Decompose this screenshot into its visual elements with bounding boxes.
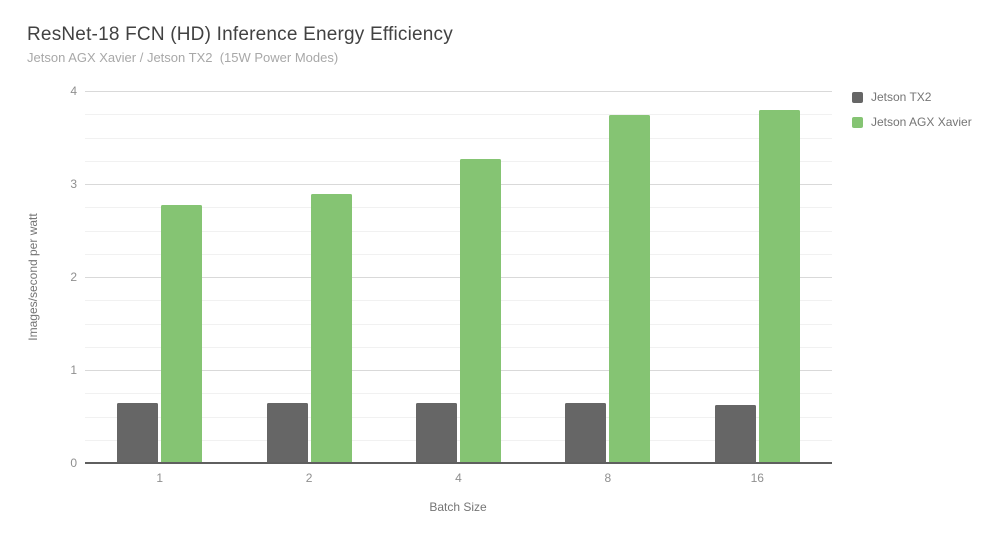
bar-jetson-tx2-batch-16[interactable]: [714, 405, 756, 463]
minor-gridline: [85, 137, 832, 139]
bar-jetson-agx-xavier-batch-2[interactable]: [310, 194, 352, 463]
y-axis-tick-label: 4: [70, 84, 77, 98]
major-gridline: [85, 277, 832, 278]
bar-jetson-agx-xavier-batch-1[interactable]: [161, 205, 203, 463]
y-axis-tick-label: 0: [70, 456, 77, 470]
x-axis-title: Batch Size: [429, 500, 487, 514]
minor-gridline: [85, 439, 832, 441]
bar-jetson-tx2-batch-4[interactable]: [416, 403, 457, 463]
bar-jetson-tx2-batch-2[interactable]: [266, 402, 308, 463]
y-axis-tick-label: 1: [70, 363, 77, 377]
minor-gridline: [85, 230, 832, 232]
bar-jetson-tx2-batch-1[interactable]: [117, 402, 159, 463]
chart-title: ResNet-18 FCN (HD) Inference Energy Effi…: [27, 24, 453, 45]
legend-swatch-icon: [852, 91, 863, 103]
x-axis-tick-label: 16: [750, 471, 764, 485]
x-axis-line: [85, 462, 832, 464]
minor-gridline: [85, 393, 832, 395]
major-gridline: [85, 184, 832, 185]
bar-jetson-tx2-batch-8[interactable]: [565, 403, 607, 463]
bar-jetson-agx-xavier-batch-4[interactable]: [460, 158, 501, 463]
major-gridline: [85, 91, 832, 92]
legend-item-jetson-tx2: Jetson TX2: [852, 90, 972, 104]
legend-swatch-icon: [852, 116, 863, 128]
legend-label: Jetson TX2: [871, 90, 932, 104]
y-axis-tick-label: 2: [70, 270, 77, 284]
legend-item-jetson-agx-xavier: Jetson AGX Xavier: [852, 115, 972, 129]
x-axis-tick-label: 4: [455, 471, 462, 485]
plot-area: [85, 91, 832, 464]
minor-gridline: [85, 323, 832, 325]
minor-gridline: [85, 207, 832, 209]
x-axis-tick-label: 2: [305, 471, 313, 485]
minor-gridline: [85, 346, 832, 348]
chart-subtitle: Jetson AGX Xavier / Jetson TX2 (15W Powe…: [27, 50, 339, 65]
bar-jetson-agx-xavier-batch-8[interactable]: [609, 115, 651, 463]
x-axis-tick-label: 8: [604, 471, 612, 485]
bar-jetson-agx-xavier-batch-16[interactable]: [758, 109, 800, 463]
minor-gridline: [85, 300, 832, 302]
major-gridline: [85, 370, 832, 371]
legend: Jetson TX2 Jetson AGX Xavier: [852, 90, 972, 140]
x-axis-tick-label: 1: [156, 471, 164, 485]
minor-gridline: [85, 160, 832, 162]
minor-gridline: [85, 416, 832, 418]
y-axis-tick-label: 3: [70, 177, 77, 191]
legend-label: Jetson AGX Xavier: [871, 115, 972, 129]
minor-gridline: [85, 114, 832, 116]
minor-gridline: [85, 253, 832, 255]
